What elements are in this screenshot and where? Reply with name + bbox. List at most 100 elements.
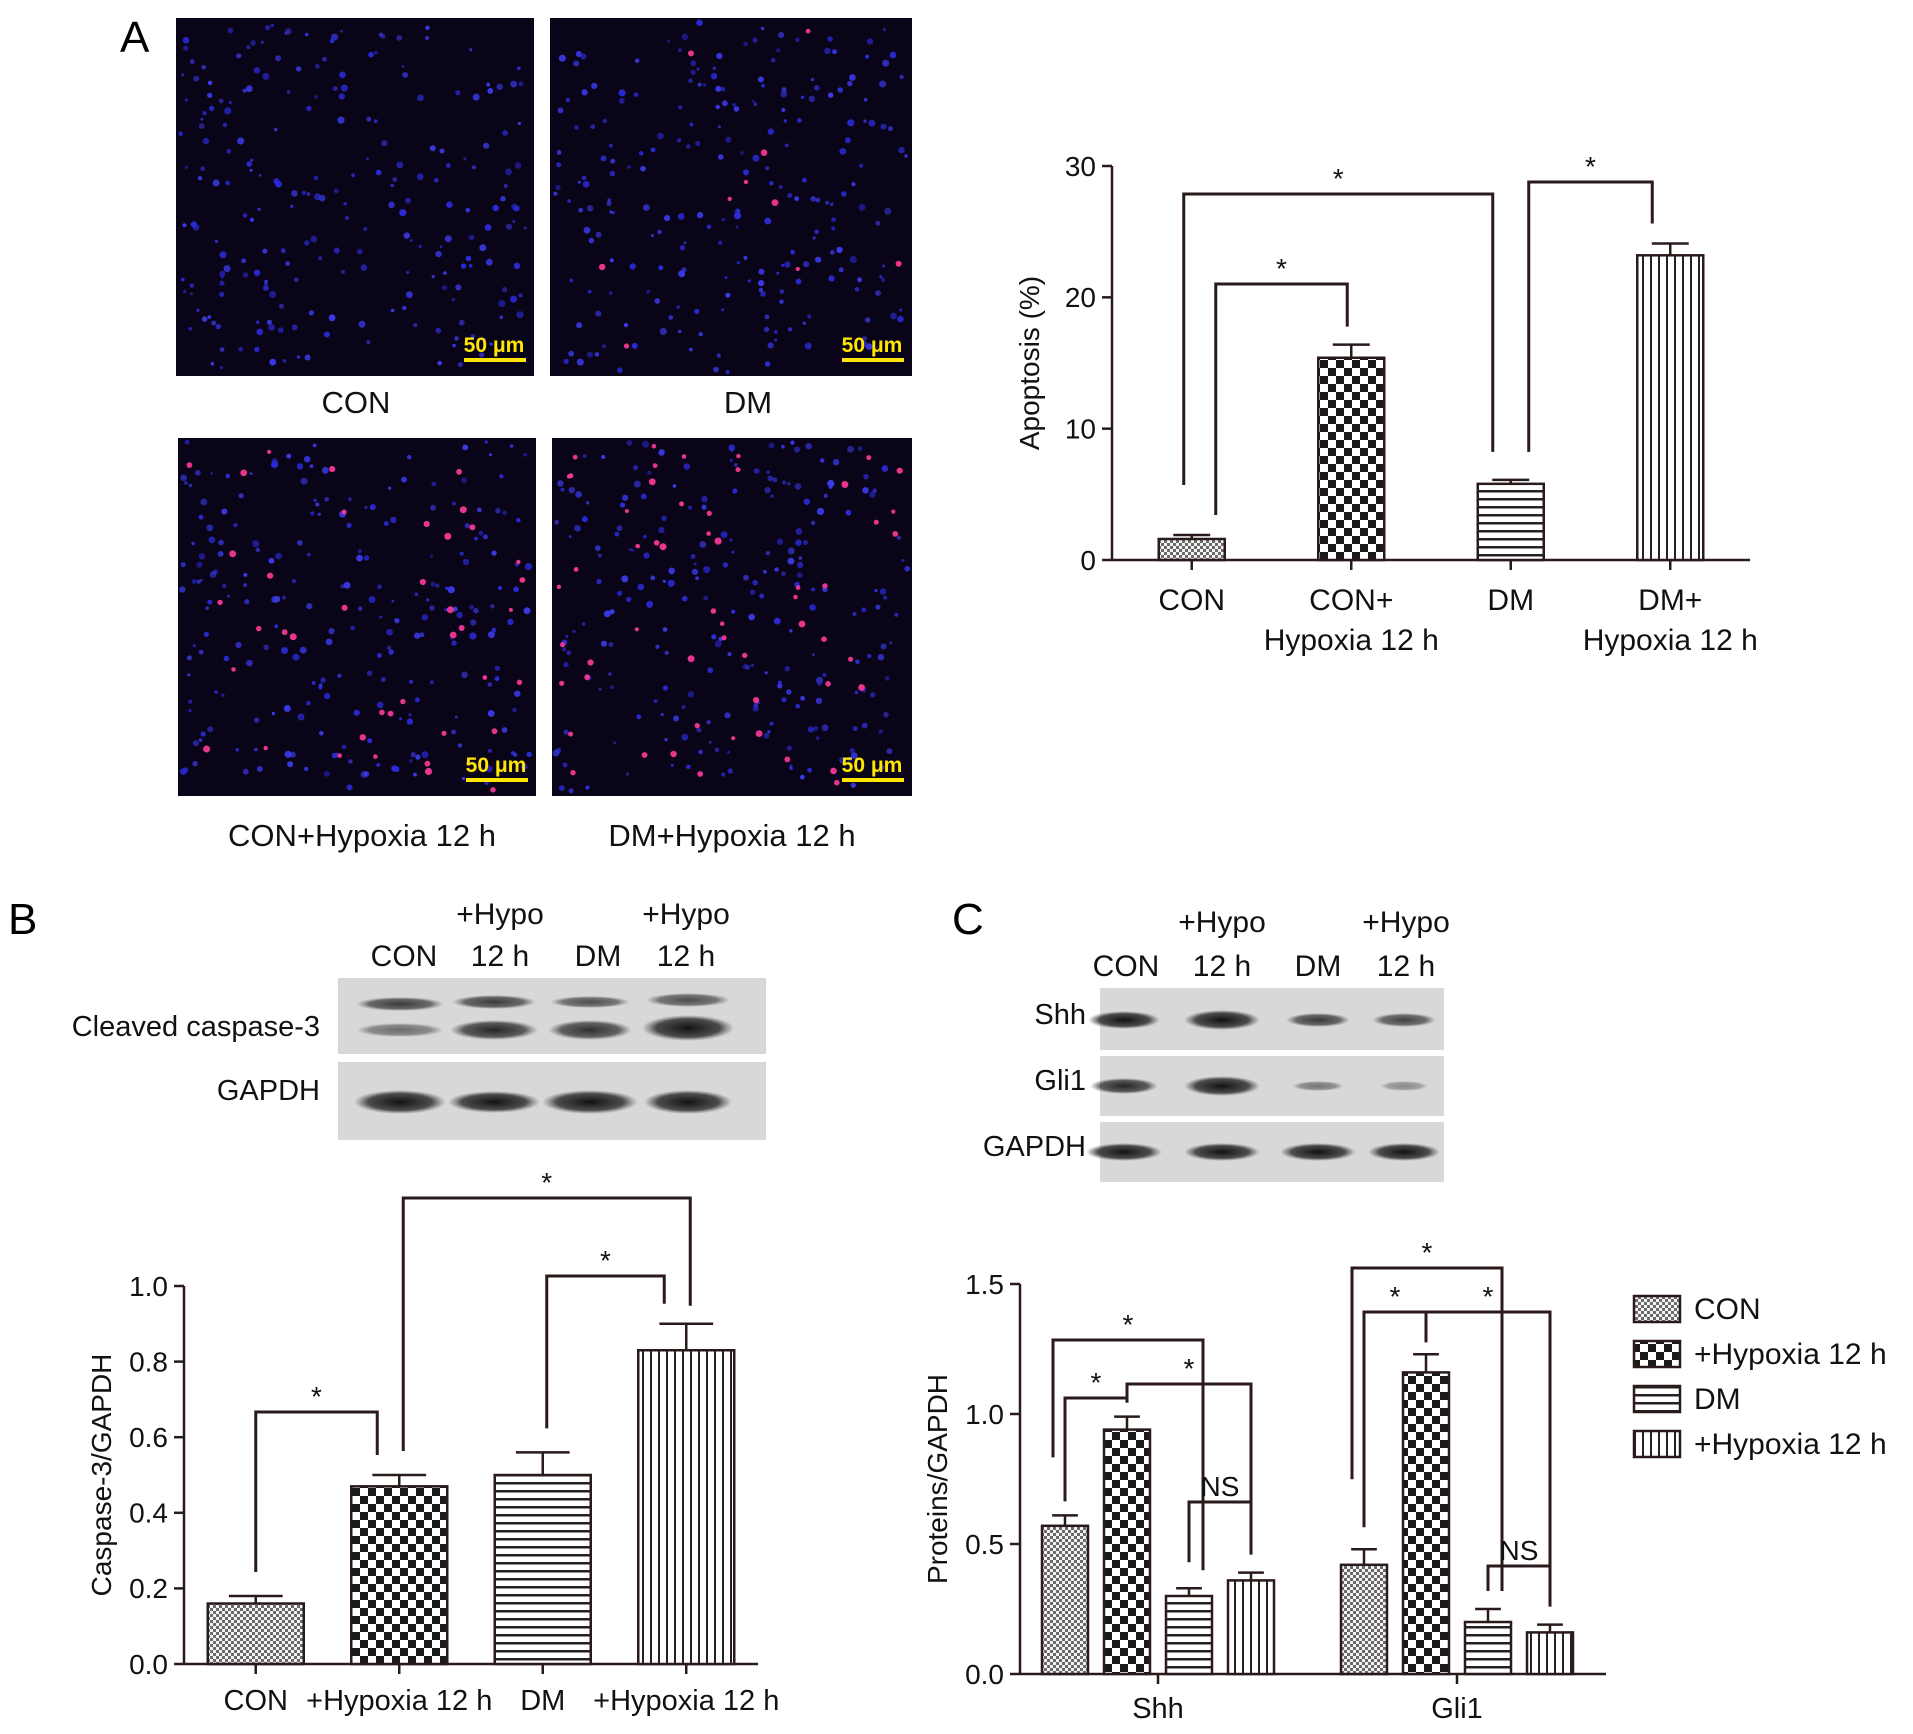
nucleus-dot bbox=[348, 497, 352, 502]
blot-band bbox=[448, 1091, 540, 1113]
nucleus-dot bbox=[795, 703, 800, 709]
nucleus-dot bbox=[295, 66, 302, 72]
nucleus-dot bbox=[198, 738, 203, 742]
nucleus-dot bbox=[406, 718, 413, 725]
apoptotic-cell-dot bbox=[688, 50, 694, 57]
nucleus-dot bbox=[310, 235, 318, 243]
bar bbox=[1040, 1524, 1090, 1676]
nucleus-dot bbox=[575, 491, 582, 498]
nucleus-dot bbox=[703, 566, 711, 574]
significance-bracket bbox=[1424, 1310, 1552, 1595]
nucleus-dot bbox=[588, 237, 595, 244]
nucleus-dot bbox=[460, 263, 467, 269]
nucleus-dot bbox=[406, 454, 412, 460]
nucleus-dot bbox=[189, 59, 195, 64]
chart-proteins: 0.0 0.5 1.0 1.5 Proteins/GAPDH Shh Gli1 * * * NS * *… bbox=[922, 1237, 1606, 1725]
nucleus-dot bbox=[686, 144, 691, 149]
nucleus-dot bbox=[377, 653, 382, 658]
nucleus-dot bbox=[618, 89, 626, 97]
nucleus-dot bbox=[224, 107, 232, 115]
nucleus-dot bbox=[191, 579, 197, 584]
nucleus-dot bbox=[363, 226, 368, 232]
nucleus-dot bbox=[319, 731, 324, 736]
apoptotic-cell-dot bbox=[256, 625, 262, 632]
blot-b-lane-1: 12 h bbox=[471, 940, 529, 973]
nucleus-dot bbox=[479, 352, 485, 358]
nucleus-dot bbox=[188, 326, 193, 331]
nucleus-dot bbox=[678, 105, 683, 110]
nucleus-dot bbox=[207, 315, 212, 319]
nucleus-dot bbox=[872, 488, 877, 493]
nucleus-dot bbox=[690, 69, 696, 75]
nucleus-dot bbox=[394, 618, 400, 624]
nucleus-dot bbox=[507, 618, 514, 626]
nucleus-dot bbox=[274, 127, 278, 132]
significance-bracket bbox=[254, 1410, 379, 1572]
nucleus-dot bbox=[409, 680, 413, 684]
nucleus-dot bbox=[874, 588, 878, 593]
nucleus-dot bbox=[776, 538, 784, 546]
nucleus-dot bbox=[269, 358, 277, 366]
nucleus-dot bbox=[269, 291, 277, 298]
nucleus-dot bbox=[304, 354, 311, 361]
nucleus-dot bbox=[828, 275, 835, 282]
nucleus-dot bbox=[470, 619, 477, 626]
nucleus-dot bbox=[297, 713, 305, 721]
y-axis-label: Apoptosis (%) bbox=[1014, 276, 1045, 450]
x-tick-label: DM+ bbox=[1638, 584, 1702, 617]
nucleus-dot bbox=[590, 124, 596, 130]
legend-label: DM bbox=[1694, 1383, 1741, 1416]
nucleus-dot bbox=[868, 119, 876, 127]
nucleus-dot bbox=[518, 293, 523, 298]
nucleus-dot bbox=[773, 617, 781, 625]
nucleus-dot bbox=[380, 677, 386, 682]
apoptotic-cell-dot bbox=[559, 680, 565, 686]
nucleus-dot bbox=[847, 80, 853, 87]
apoptotic-cell-dot bbox=[441, 730, 447, 736]
nucleus-dot bbox=[621, 575, 629, 583]
nucleus-dot bbox=[268, 557, 275, 564]
apoptotic-cell-dot bbox=[641, 752, 648, 758]
nucleus-dot bbox=[712, 66, 716, 70]
nucleus-dot bbox=[670, 763, 674, 767]
nucleus-dot bbox=[383, 521, 389, 527]
nucleus-dot bbox=[181, 73, 185, 77]
nucleus-dot bbox=[523, 452, 528, 457]
nucleus-dot bbox=[757, 76, 764, 83]
nucleus-dot bbox=[575, 51, 582, 57]
nucleus-dot bbox=[233, 522, 238, 528]
nucleus-dot bbox=[408, 713, 412, 717]
nucleus-dot bbox=[732, 488, 738, 494]
micrograph-dm-hypoxia: 50 μm bbox=[552, 438, 912, 796]
nucleus-dot bbox=[668, 315, 674, 320]
nucleus-dot bbox=[514, 162, 522, 169]
apoptotic-cell-dot bbox=[710, 608, 717, 614]
nucleus-dot bbox=[313, 175, 319, 181]
x-tick-label: Hypoxia 12 h bbox=[1583, 624, 1758, 657]
nucleus-dot bbox=[444, 608, 448, 612]
nucleus-dot bbox=[758, 280, 765, 287]
nucleus-dot bbox=[184, 165, 188, 169]
nucleus-dot bbox=[227, 594, 230, 598]
nucleus-dot bbox=[636, 714, 642, 720]
nucleus-dot bbox=[831, 226, 836, 231]
nucleus-dot bbox=[882, 28, 886, 32]
nucleus-dot bbox=[306, 603, 313, 610]
chart-apoptosis: 0 10 20 30 Apoptosis (%) CON CON+ Hypoxia 12 h D… bbox=[1014, 151, 1758, 657]
nucleus-dot bbox=[569, 278, 574, 283]
nucleus-dot bbox=[764, 487, 771, 494]
apoptotic-cell-dot bbox=[387, 710, 394, 717]
nucleus-dot bbox=[200, 117, 204, 121]
nucleus-dot bbox=[303, 455, 311, 463]
nucleus-dot bbox=[470, 334, 475, 339]
nucleus-dot bbox=[254, 717, 260, 723]
nucleus-dot bbox=[462, 558, 470, 566]
nucleus-dot bbox=[679, 244, 686, 251]
nucleus-dot bbox=[828, 484, 833, 489]
nucleus-dot bbox=[657, 132, 664, 140]
nucleus-dot bbox=[219, 271, 226, 277]
nucleus-dot bbox=[831, 49, 838, 55]
nucleus-dot bbox=[477, 507, 482, 513]
legend-swatch bbox=[1632, 1429, 1682, 1459]
apoptotic-cell-dot bbox=[341, 509, 347, 515]
